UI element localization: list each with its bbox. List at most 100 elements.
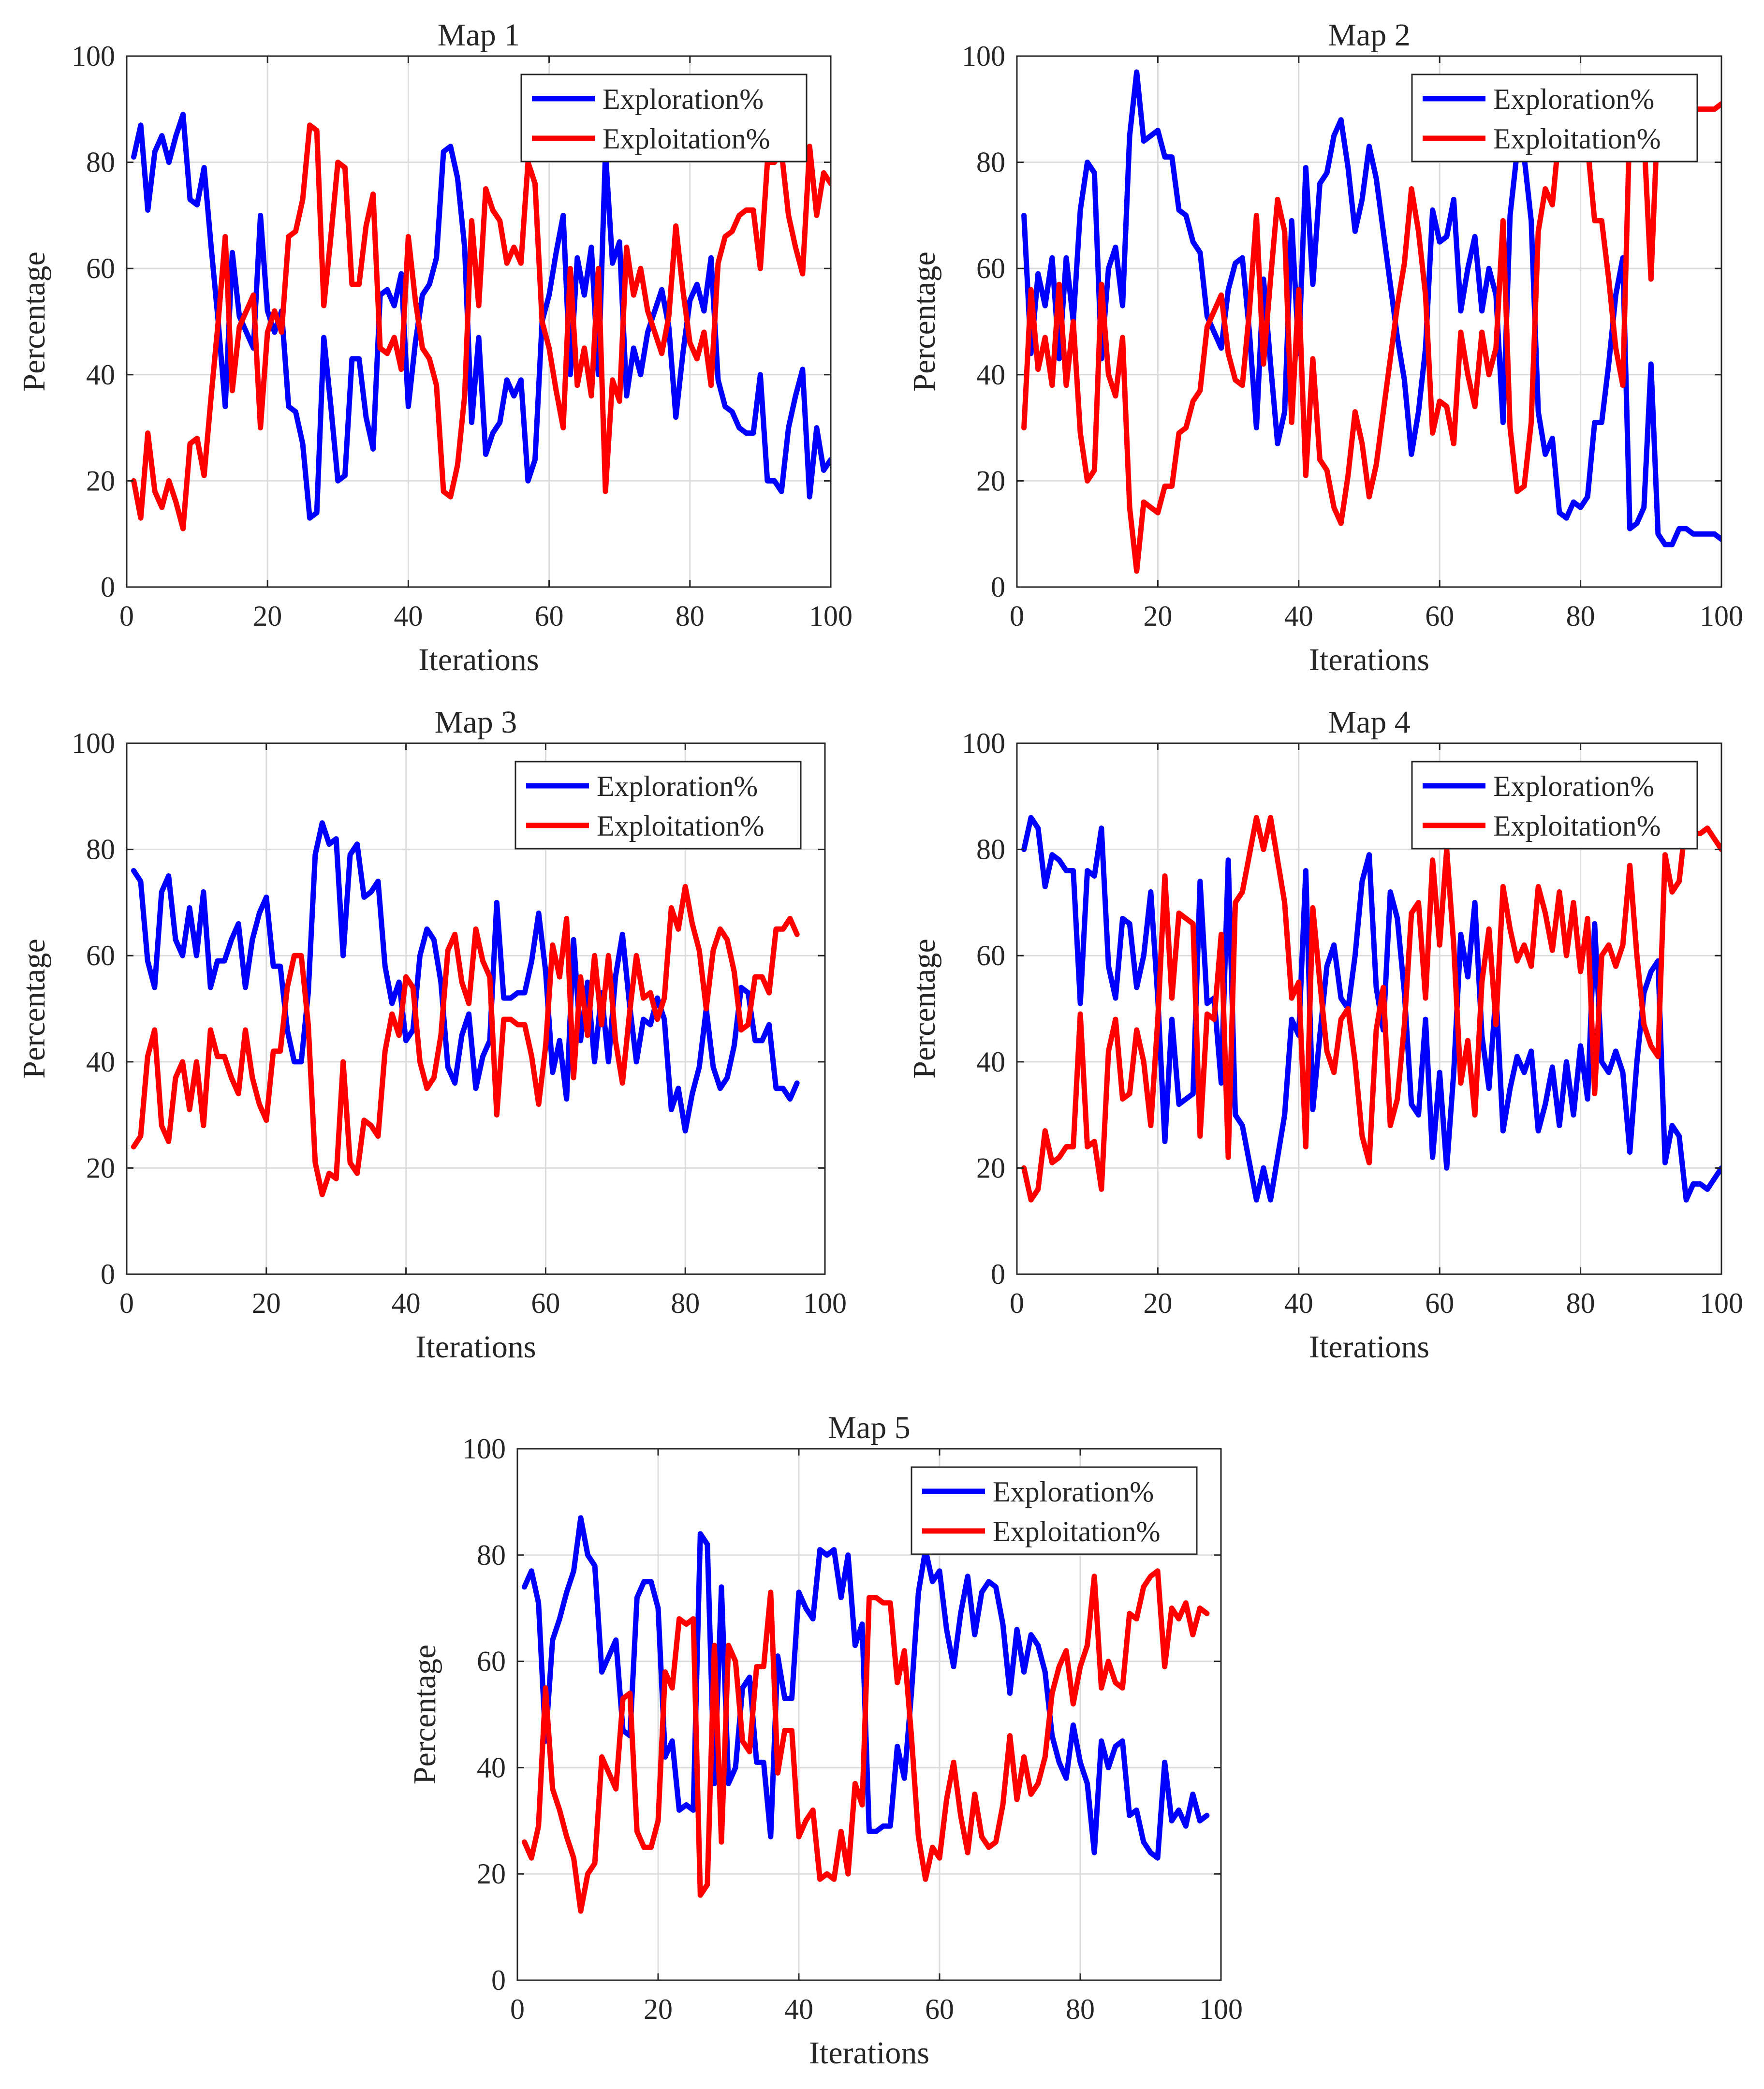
legend-label: Exploitation%	[597, 810, 764, 842]
y-tick-label: 100	[962, 727, 1005, 759]
legend-box	[1411, 761, 1698, 850]
x-tick-label: 40	[392, 1287, 421, 1319]
x-tick-label: 60	[531, 1287, 560, 1319]
y-tick-label: 20	[86, 465, 115, 497]
x-tick-label: 60	[925, 1993, 954, 2025]
x-tick-label: 100	[1199, 1993, 1243, 2025]
x-tick-label: 80	[1566, 600, 1595, 632]
x-tick-label: 100	[803, 1287, 847, 1319]
legend-box	[514, 761, 802, 850]
chart-title: Map 4	[1328, 705, 1410, 740]
x-axis-label: Iterations	[1309, 1329, 1429, 1365]
legend-box	[911, 1466, 1198, 1555]
y-axis-label: Percentage	[907, 939, 942, 1079]
series-line-exploration	[131, 112, 831, 521]
y-tick-label: 20	[976, 465, 1005, 497]
x-tick-label: 60	[1425, 600, 1454, 632]
y-tick-label: 0	[991, 1258, 1005, 1290]
x-tick-label: 20	[1143, 600, 1172, 632]
y-tick-label: 20	[477, 1858, 506, 1890]
series-line-exploration	[1021, 69, 1721, 547]
y-tick-label: 40	[976, 359, 1005, 391]
y-tick-label: 60	[477, 1646, 506, 1677]
x-tick-label: 0	[1010, 600, 1024, 632]
legend: Exploration% Exploitation%	[514, 761, 802, 850]
series-line-exploitation	[131, 883, 800, 1197]
legend: Exploration% Exploitation%	[911, 1466, 1198, 1555]
y-tick-label: 0	[491, 1964, 506, 1996]
chart-panel-2: 0 20 40 60 80 100 0 20 40 60 80 100 Map 2 Iterations P…	[907, 17, 1743, 677]
y-tick-label: 80	[86, 834, 115, 866]
y-tick-label: 60	[86, 252, 115, 284]
y-axis-label: Percentage	[16, 939, 52, 1079]
x-tick-label: 80	[671, 1287, 700, 1319]
x-tick-label: 40	[784, 1993, 813, 2025]
y-tick-label: 100	[462, 1433, 506, 1465]
x-tick-label: 40	[1284, 1287, 1313, 1319]
legend-label: Exploration%	[597, 770, 758, 802]
y-tick-label: 100	[72, 727, 115, 759]
x-tick-label: 80	[1066, 1993, 1095, 2025]
x-tick-label: 100	[809, 600, 853, 632]
x-tick-label: 80	[1566, 1287, 1595, 1319]
chart-title: Map 2	[1328, 17, 1410, 53]
x-tick-label: 100	[1700, 1287, 1743, 1319]
y-tick-label: 80	[86, 147, 115, 178]
legend-label: Exploration%	[1493, 83, 1654, 115]
legend-label: Exploitation%	[1493, 123, 1661, 155]
y-tick-label: 0	[101, 571, 115, 603]
x-tick-label: 40	[394, 600, 423, 632]
y-tick-label: 40	[477, 1751, 506, 1783]
x-tick-label: 40	[1284, 600, 1313, 632]
legend-box	[1411, 74, 1698, 162]
y-tick-label: 20	[976, 1152, 1005, 1184]
series-line-exploitation	[131, 122, 831, 531]
legend-label: Exploration%	[603, 83, 764, 115]
y-tick-label: 0	[101, 1258, 115, 1290]
legend: Exploration% Exploitation%	[1411, 761, 1698, 850]
x-tick-label: 20	[253, 600, 282, 632]
series-line-exploration	[1021, 815, 1721, 1203]
chart-panel-5: 0 20 40 60 80 100 0 20 40 60 80 100 Map 5 Iterations P…	[407, 1410, 1243, 2071]
legend: Exploration% Exploitation%	[520, 74, 808, 162]
series-line-exploitation	[1021, 815, 1721, 1203]
x-tick-label: 60	[535, 600, 564, 632]
x-axis-label: Iterations	[415, 1329, 536, 1365]
axes-box	[126, 55, 832, 588]
y-tick-label: 80	[477, 1539, 506, 1571]
legend-label: Exploitation%	[1493, 810, 1661, 842]
x-tick-label: 0	[119, 1287, 134, 1319]
y-axis-label: Percentage	[907, 251, 942, 392]
axes-box	[126, 742, 826, 1275]
x-axis-label: Iterations	[809, 2035, 929, 2071]
axes-box	[1016, 55, 1722, 588]
chart-title: Map 3	[435, 705, 517, 740]
y-axis-label: Percentage	[407, 1645, 442, 1785]
legend-label: Exploration%	[1493, 770, 1654, 802]
x-axis-label: Iterations	[1309, 642, 1429, 677]
x-tick-label: 20	[1143, 1287, 1172, 1319]
y-tick-label: 80	[976, 834, 1005, 866]
y-tick-label: 60	[976, 252, 1005, 284]
x-tick-label: 80	[676, 600, 705, 632]
legend-label: Exploration%	[993, 1476, 1154, 1508]
x-tick-label: 100	[1700, 600, 1743, 632]
y-tick-label: 60	[976, 940, 1005, 971]
y-tick-label: 80	[976, 147, 1005, 178]
y-tick-label: 40	[86, 359, 115, 391]
x-axis-label: Iterations	[418, 642, 539, 677]
y-tick-label: 100	[962, 40, 1005, 72]
series-line-exploitation	[1021, 96, 1721, 574]
x-tick-label: 0	[1010, 1287, 1024, 1319]
y-tick-label: 60	[86, 940, 115, 971]
chart-panel-1: 0 20 40 60 80 100 0 20 40 60 80 100 Map 1 Iterations P…	[16, 17, 853, 677]
y-tick-label: 40	[976, 1046, 1005, 1078]
chart-panel-4: 0 20 40 60 80 100 0 20 40 60 80 100 Map 4 Iterations P…	[907, 705, 1743, 1365]
chart-panel-3: 0 20 40 60 80 100 0 20 40 60 80 100 Map 3 Iterations P…	[16, 705, 847, 1365]
y-tick-label: 20	[86, 1152, 115, 1184]
axes-box	[1016, 742, 1722, 1275]
x-tick-label: 0	[119, 600, 134, 632]
x-tick-label: 20	[252, 1287, 281, 1319]
chart-title: Map 1	[438, 17, 520, 53]
